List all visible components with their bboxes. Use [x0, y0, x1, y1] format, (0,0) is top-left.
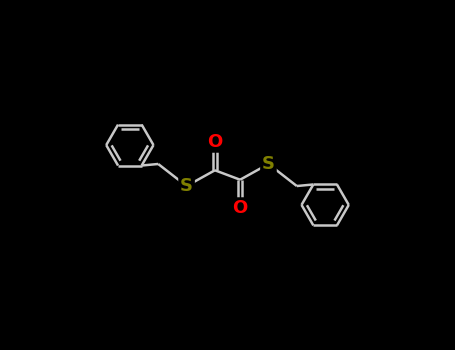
Text: S: S [262, 155, 275, 173]
Text: O: O [233, 199, 248, 217]
Text: S: S [180, 177, 193, 195]
Text: O: O [207, 133, 222, 151]
